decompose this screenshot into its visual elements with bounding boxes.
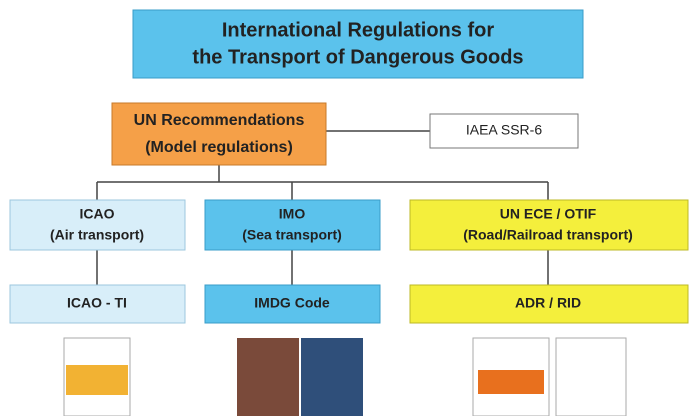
side-box (429, 113, 579, 149)
document-box (409, 284, 689, 324)
branch-mode: (Sea transport) (242, 227, 342, 243)
document-covers (63, 337, 627, 416)
document-label: ADR / RID (515, 295, 581, 311)
branch-mode: (Road/Railroad transport) (463, 227, 633, 243)
cover-art (66, 365, 128, 395)
document-box (204, 284, 381, 324)
root-box (111, 102, 327, 166)
title-line: the Transport of Dangerous Goods (192, 46, 523, 68)
branch-box (204, 199, 381, 251)
cover (237, 338, 299, 416)
title-box (132, 9, 584, 79)
cover (555, 337, 627, 416)
cover-art (478, 370, 544, 394)
branch-box (9, 199, 186, 251)
root-line: UN Recommendations (134, 112, 305, 129)
branch-name: ICAO (80, 206, 115, 222)
document-label: ICAO - TI (67, 295, 127, 311)
root-line: (Model regulations) (145, 139, 293, 156)
document-box (9, 284, 186, 324)
branch-mode: (Air transport) (50, 227, 144, 243)
branch-name: IMO (279, 206, 306, 222)
branch-name: UN ECE / OTIF (500, 206, 597, 222)
cover (301, 338, 363, 416)
branch-box (409, 199, 689, 251)
connector-lines (96, 130, 549, 285)
title-line: International Regulations for (222, 19, 494, 41)
document-label: IMDG Code (254, 295, 330, 311)
side-label: IAEA SSR-6 (466, 122, 542, 138)
